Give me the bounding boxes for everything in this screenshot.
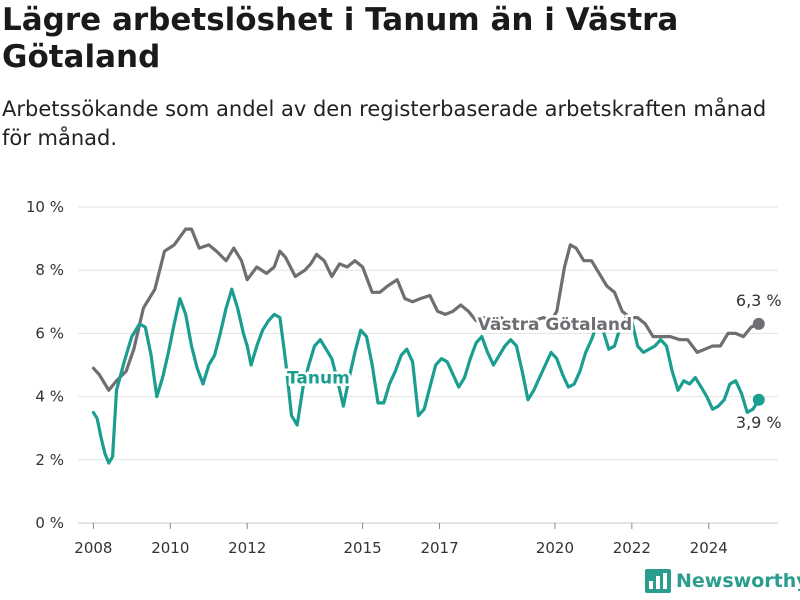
series-end-marker [752,317,765,330]
grid-lines [78,206,778,524]
x-tick-label: 2012 [228,539,266,557]
series-label: Tanum [287,369,350,389]
y-tick-label: 2 % [35,451,64,469]
x-tick-label: 2020 [536,539,574,557]
x-tick-label: 2010 [151,539,189,557]
page-subtitle: Arbetssökande som andel av den registerb… [2,97,767,150]
series-end-marker [752,393,765,406]
x-tick-label: 2008 [74,539,112,557]
series-line-tanum [91,287,761,465]
x-tick-label: 2017 [420,539,458,557]
page-title: Lägre arbetslöshet i Tanum än i Västra G… [2,2,679,75]
x-tick-label: 2022 [613,539,651,557]
series-end-label: 3,9 % [736,413,782,432]
y-tick-label: 0 % [35,514,64,532]
x-tick-label: 2024 [690,539,728,557]
y-tick-label: 6 % [35,324,64,342]
logo-text: Newsworthy [676,570,800,592]
y-tick-label: 4 % [35,388,64,406]
y-tick-label: 10 % [26,198,64,216]
series-end-label: 6,3 % [736,291,782,310]
x-tick-label: 2015 [344,539,382,557]
series-label: Västra Götaland [478,315,633,335]
bar-chart-logo-icon [645,569,671,593]
annotations: 6,3 % 3,9 % Västra Götaland Tanum [284,289,783,434]
y-tick-label: 8 % [35,261,64,279]
axis-labels: 0 % 2 % 4 % 6 % 8 % 10 % 2008 2010 2012 2015 2017 2… [26,198,728,557]
newsworthy-logo: Newsworthy [645,569,800,593]
series-line-vastra-gotaland [91,227,761,392]
series-lines [91,227,765,465]
